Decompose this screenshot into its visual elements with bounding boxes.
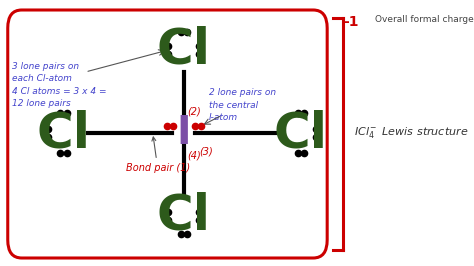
Text: Cl: Cl (157, 192, 211, 240)
Text: (2): (2) (188, 106, 201, 116)
Text: Overall formal charge: Overall formal charge (375, 15, 474, 23)
Text: (3): (3) (199, 146, 213, 156)
Text: Cl: Cl (36, 109, 91, 157)
Text: 2 lone pairs on
the central
I-atom: 2 lone pairs on the central I-atom (209, 88, 276, 122)
Text: Cl: Cl (274, 109, 328, 157)
Text: 3 lone pairs on
each Cl-atom
4 Cl atoms = 3 x 4 =
12 lone pairs: 3 lone pairs on each Cl-atom 4 Cl atoms … (12, 62, 106, 108)
Text: -1: -1 (344, 15, 359, 29)
Text: ICl$_4^-$ Lewis structure: ICl$_4^-$ Lewis structure (354, 126, 468, 140)
Text: (4): (4) (188, 150, 201, 160)
Text: Cl: Cl (157, 26, 211, 74)
Text: I: I (176, 114, 191, 152)
Text: Bond pair (1): Bond pair (1) (126, 137, 190, 173)
